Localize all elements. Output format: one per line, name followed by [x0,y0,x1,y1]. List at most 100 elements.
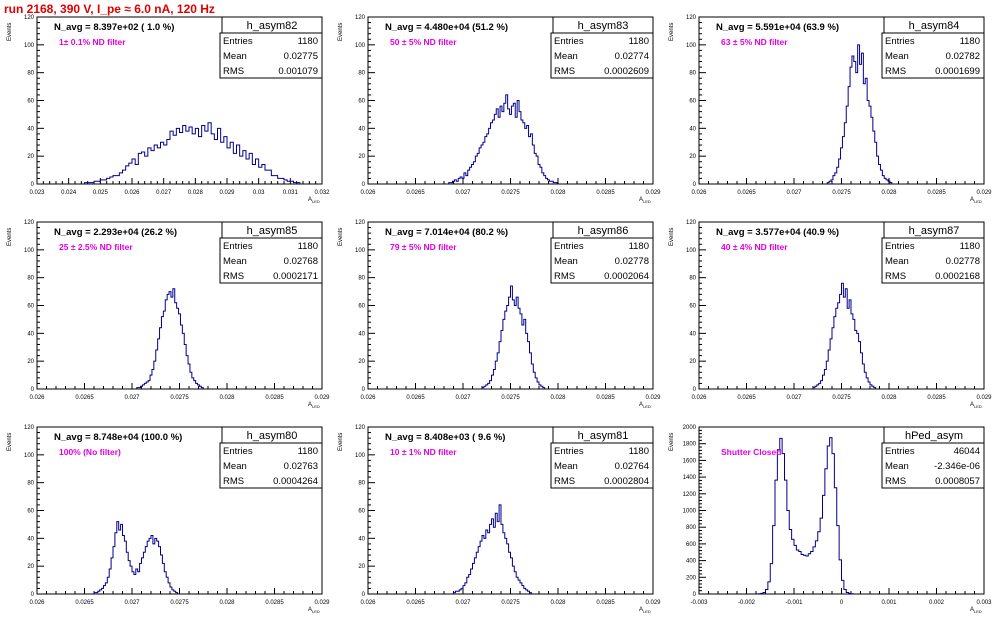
x-tick-label: 0.0265 [737,395,756,401]
x-tick-label: 0.0285 [927,190,946,196]
x-axis-title: ALED [308,402,320,409]
x-tick-label: 0.029 [976,190,992,196]
chart-h_asym83: 0.026 0.0265 0.027 0.0275 0.028 0.0285 0.029 0 2… [338,15,661,204]
filter-annotation: 25 ± 2.5% ND filter [59,242,133,252]
x-axis-title-subscript: LED [643,609,651,614]
filter-annotation: 100% (No filter) [59,447,121,457]
y-tick-label: 120 [24,15,35,21]
stats-label: RMS [885,271,906,282]
histogram-series [448,94,558,184]
navg-label: N_avg = 7.014e+04 (80.2 %) [385,227,508,238]
y-tick-label: 20 [358,359,365,365]
x-tick-label: 0.0265 [406,600,425,606]
stats-value: 0.0002168 [935,271,980,282]
y-tick-label: 60 [358,304,365,310]
y-tick-label: 80 [689,276,696,282]
x-tick-label: 0.001 [881,600,897,606]
y-tick-label: 120 [355,15,366,21]
x-tick-label: 0.0285 [596,395,615,401]
x-axis-title-subscript: LED [974,199,982,204]
x-axis-title: ALED [639,197,651,204]
y-tick-label: 40 [358,331,365,337]
y-tick-label: 120 [686,220,697,226]
stats-value: 1180 [629,446,649,457]
x-tick-label: 0.027 [156,190,172,196]
x-tick-label: 0.028 [550,190,566,196]
y-tick-label: 200 [686,575,697,581]
y-tick-label: 20 [27,564,34,570]
stats-value: 0.02764 [615,461,649,472]
x-tick-label: 0.0275 [832,190,851,196]
y-tick-label: 40 [27,331,34,337]
x-tick-label: 0.029 [314,395,330,401]
y-axis-title: Events [7,228,13,246]
stats-box [219,237,323,284]
x-tick-label: 0.003 [976,600,992,606]
stats-label: Entries [223,36,253,47]
filter-annotation: 1± 0.1% ND filter [59,37,126,47]
x-tick-label: 0.029 [314,600,330,606]
y-tick-label: 2000 [683,425,697,431]
filter-annotation: 79 ± 5% ND filter [390,242,457,252]
stats-value: 0.0004264 [273,476,318,487]
x-tick-label: 0.0265 [737,190,756,196]
stats-label: Entries [554,241,584,252]
x-axis-title: ALED [639,607,651,614]
histogram-name: h_asym82 [247,20,298,32]
stats-value: 0.02768 [284,256,318,267]
x-axis-title-subscript: LED [312,404,320,409]
stats-label: Entries [885,36,915,47]
y-tick-label: 1800 [683,442,697,448]
y-tick-label: 60 [27,99,34,105]
y-tick-label: 80 [358,276,365,282]
histogram-name: hPed_asym [905,430,963,442]
y-tick-label: 40 [27,536,34,542]
x-tick-label: -0.001 [785,600,803,606]
y-tick-label: 800 [686,525,697,531]
y-axis-title: Events [338,23,344,41]
x-tick-label: 0.027 [455,190,471,196]
chart-h_asym87: 0.026 0.0265 0.027 0.0275 0.028 0.0285 0.029 0 2… [669,220,992,409]
x-axis-title: ALED [308,607,320,614]
histogram-name: h_asym86 [578,225,629,237]
y-tick-label: 60 [358,509,365,515]
x-tick-label: 0.028 [219,395,235,401]
stats-label: RMS [554,66,575,77]
stats-value: 1180 [298,241,318,252]
x-tick-label: 0.0275 [501,600,520,606]
y-tick-label: 40 [358,536,365,542]
y-tick-label: 0 [362,592,366,598]
x-tick-label: 0.0265 [75,600,94,606]
y-tick-label: 40 [358,126,365,132]
stats-label: Mean [885,461,909,472]
stats-value: 0.02778 [946,256,980,267]
stats-label: Entries [223,446,253,457]
x-tick-label: 0.028 [881,190,897,196]
x-tick-label: 0.028 [550,600,566,606]
stats-box [881,237,985,284]
x-tick-label: 0.028 [550,395,566,401]
x-tick-label: 0.024 [61,190,77,196]
histogram-name: h_asym80 [247,430,298,442]
histogram-series [826,44,893,184]
x-axis-title-subscript: LED [312,199,320,204]
stats-value: 0.02763 [284,461,318,472]
stats-label: Mean [223,461,247,472]
chart-h_asym86: 0.026 0.0265 0.027 0.0275 0.028 0.0285 0.029 0 2… [338,220,661,409]
x-tick-label: 0.031 [283,190,299,196]
x-tick-label: 0.026 [29,600,45,606]
stats-value: 1180 [629,241,649,252]
x-tick-label: 0.023 [29,190,45,196]
x-tick-label: 0.026 [691,395,707,401]
x-tick-label: -0.002 [738,600,756,606]
stats-box [219,442,323,489]
stats-value: 0.001079 [278,66,318,77]
stats-label: Mean [223,51,247,62]
stats-value: 0.02778 [615,256,649,267]
stats-value: 1180 [629,36,649,47]
y-tick-label: 0 [31,592,35,598]
chart-h_asym80: 0.026 0.0265 0.027 0.0275 0.028 0.0285 0.029 0 2… [7,425,330,614]
x-tick-label: 0.0275 [832,395,851,401]
navg-label: N_avg = 8.748e+04 (100.0 %) [54,432,182,443]
